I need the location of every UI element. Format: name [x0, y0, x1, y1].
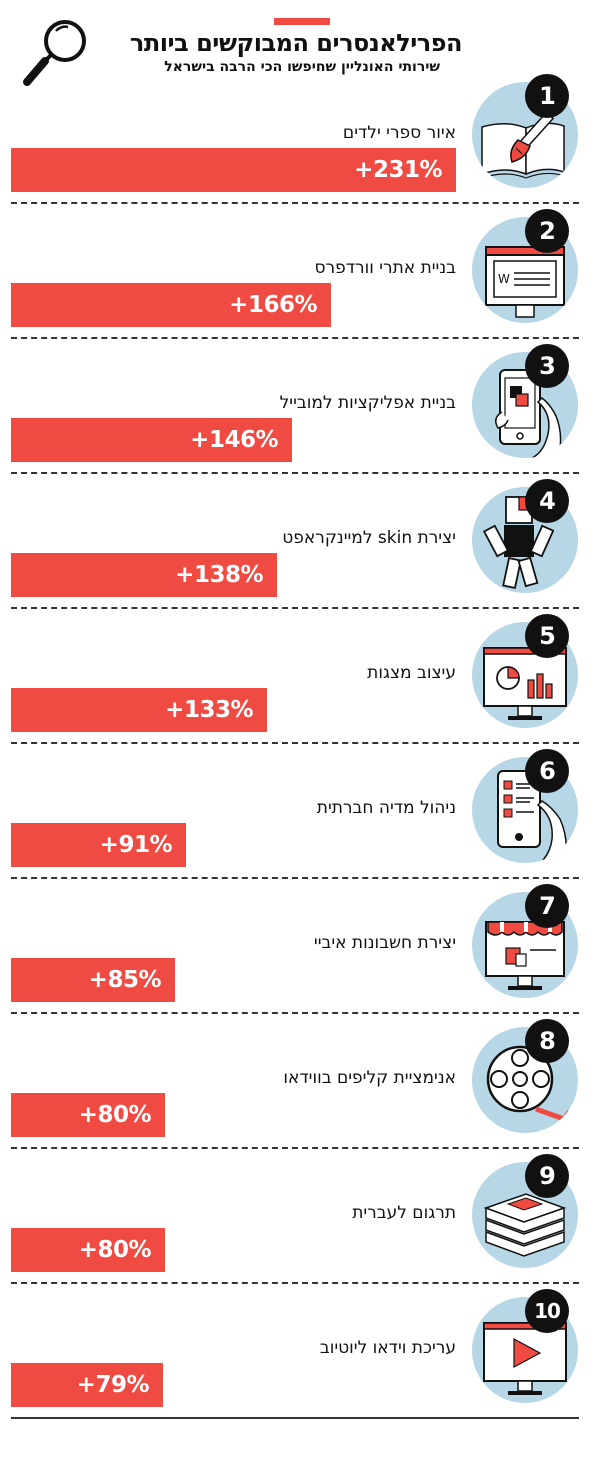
bar: +231%	[11, 148, 456, 192]
row-divider	[11, 607, 579, 609]
bar-value-label: +138%	[175, 562, 263, 588]
row-divider	[11, 742, 579, 744]
rank-badge: 5	[525, 614, 569, 658]
chart-row: 10 עריכת וידאו ליוטיוב +79%	[0, 1289, 590, 1471]
row-divider	[11, 1417, 579, 1419]
svg-text:W: W	[498, 272, 510, 286]
bar: +80%	[11, 1228, 165, 1272]
bar-value-label: +79%	[76, 1372, 150, 1398]
chart-subtitle: שירותי האונליין שחיפשו הכי הרבה בישראל	[164, 59, 440, 75]
chart-row: W 2 בניית אתרי וורדפרס +166%	[0, 209, 590, 391]
row-divider	[11, 1282, 579, 1284]
rank-badge: 3	[525, 344, 569, 388]
rank-badge: 2	[525, 209, 569, 253]
row-divider	[11, 337, 579, 339]
bar: +80%	[11, 1093, 165, 1137]
chart-row: 7 יצירת חשבונות איביי +85%	[0, 884, 590, 1066]
category-label: בניית אתרי וורדפרס	[314, 258, 456, 278]
row-divider	[11, 1012, 579, 1014]
row-divider	[11, 202, 579, 204]
bar: +91%	[11, 823, 186, 867]
rank-badge: 1	[525, 74, 569, 118]
rank-badge: 4	[525, 479, 569, 523]
bar: +85%	[11, 958, 175, 1002]
bar-value-label: +85%	[88, 967, 162, 993]
chart-row: 8 אנימציית קליפים בווידאו +80%	[0, 1019, 590, 1201]
category-label: אנימציית קליפים בווידאו	[283, 1068, 456, 1088]
bar: +166%	[11, 283, 331, 327]
category-label: בניית אפליקציות למובייל	[279, 393, 456, 413]
bar-value-label: +80%	[78, 1237, 152, 1263]
rank-badge: 10	[525, 1289, 569, 1333]
chart-row: 4 יצירת skin למיינקראפט +138%	[0, 479, 590, 661]
bar-value-label: +133%	[165, 697, 253, 723]
row-divider	[11, 877, 579, 879]
rank-badge: 9	[525, 1154, 569, 1198]
bar: +138%	[11, 553, 277, 597]
bar-value-label: +166%	[229, 292, 317, 318]
film-reel-icon	[472, 1027, 578, 1133]
chart-title: הפרילאנסרים המבוקשים ביותר	[129, 29, 463, 57]
row-divider	[11, 1147, 579, 1149]
rank-badge: 6	[525, 749, 569, 793]
category-label: עריכת וידאו ליוטיוב	[319, 1338, 456, 1358]
bar: +133%	[11, 688, 267, 732]
rank-badge: 7	[525, 884, 569, 928]
bar-value-label: +146%	[190, 427, 278, 453]
category-label: יצירת skin למיינקראפט	[282, 528, 456, 548]
top-accent-bar	[274, 18, 330, 25]
bar: +146%	[11, 418, 292, 462]
category-label: ניהול מדיה חברתית	[316, 798, 456, 818]
chart-row: 9 תרגום לעברית +80%	[0, 1154, 590, 1336]
rank-badge: 8	[525, 1019, 569, 1063]
magnifier-icon	[23, 20, 86, 86]
row-divider	[11, 472, 579, 474]
bar-value-label: +80%	[78, 1102, 152, 1128]
category-label: תרגום לעברית	[352, 1203, 456, 1223]
category-label: יצירת חשבונות איביי	[313, 933, 456, 953]
category-label: עיצוב מצגות	[367, 663, 456, 683]
chart-row: 6 ניהול מדיה חברתית +91%	[0, 749, 590, 931]
bar-value-label: +91%	[99, 832, 173, 858]
chart-row: 1 איור ספרי ילדים +231%	[0, 74, 590, 256]
chart-row: 3 בניית אפליקציות למובייל +146%	[0, 344, 590, 526]
category-label: איור ספרי ילדים	[342, 123, 456, 143]
chart-row: 5 עיצוב מצגות +133%	[0, 614, 590, 796]
bar-value-label: +231%	[354, 157, 442, 183]
bar: +79%	[11, 1363, 163, 1407]
